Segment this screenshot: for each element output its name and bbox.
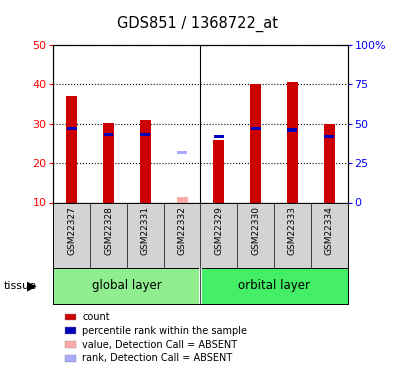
Text: orbital layer: orbital layer [238,279,310,292]
Bar [250,84,261,203]
Bar [177,150,187,154]
Text: count: count [82,312,110,322]
Text: GDS851 / 1368722_at: GDS851 / 1368722_at [117,16,278,33]
Text: GSM22332: GSM22332 [178,206,186,255]
Text: value, Detection Call = ABSENT: value, Detection Call = ABSENT [82,340,237,350]
Bar [288,129,297,132]
Bar [214,135,224,138]
Bar [201,268,348,304]
Bar [324,124,335,202]
Text: GSM22333: GSM22333 [288,206,297,255]
Bar [140,133,150,136]
Bar [140,120,151,202]
Text: global layer: global layer [92,279,162,292]
Bar [213,140,224,202]
Text: GSM22331: GSM22331 [141,206,150,255]
Text: GSM22329: GSM22329 [214,206,223,255]
Text: GSM22334: GSM22334 [325,206,334,255]
Text: ▶: ▶ [27,279,36,292]
Bar [251,127,261,130]
Text: GSM22330: GSM22330 [251,206,260,255]
Text: rank, Detection Call = ABSENT: rank, Detection Call = ABSENT [82,354,232,363]
Bar [324,135,334,138]
Text: tissue: tissue [4,281,37,291]
Bar [177,196,188,202]
Text: GSM22327: GSM22327 [67,206,76,255]
Text: GSM22328: GSM22328 [104,206,113,255]
Bar [53,268,201,304]
Text: percentile rank within the sample: percentile rank within the sample [82,326,247,336]
Bar [287,82,298,203]
Bar [66,96,77,202]
Bar [103,123,114,202]
Bar [67,127,77,130]
Bar [103,133,113,136]
